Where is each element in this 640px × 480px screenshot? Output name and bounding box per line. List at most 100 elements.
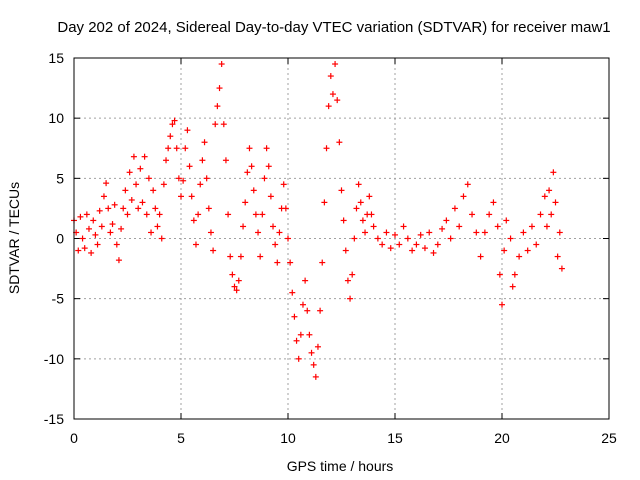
data-point xyxy=(122,187,129,194)
data-point xyxy=(173,145,180,152)
data-point xyxy=(327,73,334,80)
data-point xyxy=(392,231,398,238)
data-point xyxy=(75,247,82,254)
data-point xyxy=(447,235,454,242)
data-point xyxy=(175,175,182,182)
data-point xyxy=(464,181,471,188)
data-point xyxy=(137,165,144,172)
data-point xyxy=(201,139,208,146)
data-point xyxy=(460,193,467,200)
y-axis-label: SDTVAR / TECUs xyxy=(6,182,22,294)
data-point xyxy=(396,241,403,248)
data-point xyxy=(257,253,264,260)
data-point xyxy=(336,139,343,146)
data-point xyxy=(374,235,381,242)
data-point xyxy=(293,337,300,344)
data-point xyxy=(554,253,561,260)
data-point xyxy=(216,85,223,92)
chart-title: Day 202 of 2024, Sidereal Day-to-day VTE… xyxy=(57,19,610,36)
data-point xyxy=(222,157,229,164)
data-point xyxy=(141,153,148,160)
data-point xyxy=(469,211,476,218)
data-point xyxy=(186,163,193,170)
y-tick-label: 0 xyxy=(56,231,64,247)
data-point xyxy=(145,175,152,182)
data-point xyxy=(499,301,505,308)
data-point xyxy=(210,247,217,254)
data-point xyxy=(197,181,204,188)
data-point xyxy=(235,277,242,284)
x-tick-label: 0 xyxy=(70,430,78,446)
data-point xyxy=(171,117,178,124)
data-point xyxy=(287,259,294,266)
data-point xyxy=(167,133,174,140)
data-point xyxy=(383,229,390,236)
data-point xyxy=(227,253,234,260)
data-point xyxy=(120,205,127,212)
data-point xyxy=(473,229,480,236)
data-point xyxy=(124,211,131,218)
data-point xyxy=(552,199,559,206)
data-point xyxy=(528,223,535,230)
data-point xyxy=(158,235,165,242)
data-point xyxy=(259,211,266,218)
data-point xyxy=(347,295,354,302)
x-tick-label: 15 xyxy=(387,430,403,446)
data-point xyxy=(139,199,146,206)
y-tick-label: 10 xyxy=(48,110,64,126)
data-point xyxy=(511,271,518,278)
data-point xyxy=(192,241,199,248)
data-point xyxy=(205,205,212,212)
data-point xyxy=(79,235,86,242)
data-point xyxy=(400,223,407,230)
data-point xyxy=(490,199,497,206)
data-point xyxy=(88,249,95,256)
data-point xyxy=(105,205,112,212)
data-point xyxy=(246,145,253,152)
data-point xyxy=(289,289,296,296)
data-point xyxy=(359,217,366,224)
data-point xyxy=(314,343,321,350)
data-point xyxy=(218,61,225,68)
data-point xyxy=(220,121,227,128)
data-point xyxy=(154,223,161,230)
data-point xyxy=(184,127,191,134)
data-point xyxy=(351,235,358,242)
data-point xyxy=(248,163,255,170)
data-point xyxy=(115,257,122,264)
data-point xyxy=(541,193,548,200)
data-point xyxy=(135,205,142,212)
data-point xyxy=(302,277,309,284)
data-point xyxy=(113,241,120,248)
data-point xyxy=(338,187,345,194)
data-point xyxy=(240,223,247,230)
data-point xyxy=(274,259,281,266)
data-point xyxy=(404,235,411,242)
data-point xyxy=(556,229,563,236)
data-point xyxy=(533,241,540,248)
data-point xyxy=(263,145,270,152)
data-point xyxy=(325,103,332,110)
data-point xyxy=(524,247,531,254)
data-point xyxy=(90,217,97,224)
data-point xyxy=(329,91,336,98)
data-point xyxy=(443,217,450,224)
data-point xyxy=(520,229,527,236)
y-tick-label: -15 xyxy=(44,411,64,427)
data-point xyxy=(77,213,84,220)
x-tick-label: 10 xyxy=(280,430,296,446)
data-point xyxy=(550,169,557,176)
data-point xyxy=(379,241,386,248)
data-point xyxy=(477,253,484,260)
data-point xyxy=(558,265,565,272)
data-point xyxy=(265,163,272,170)
data-point xyxy=(509,283,516,290)
data-point xyxy=(128,196,135,203)
data-point xyxy=(163,157,170,164)
data-point xyxy=(150,187,157,194)
data-point xyxy=(332,61,339,68)
data-point xyxy=(214,103,221,110)
data-point xyxy=(255,229,262,236)
data-point xyxy=(321,199,328,206)
data-point xyxy=(323,145,330,152)
